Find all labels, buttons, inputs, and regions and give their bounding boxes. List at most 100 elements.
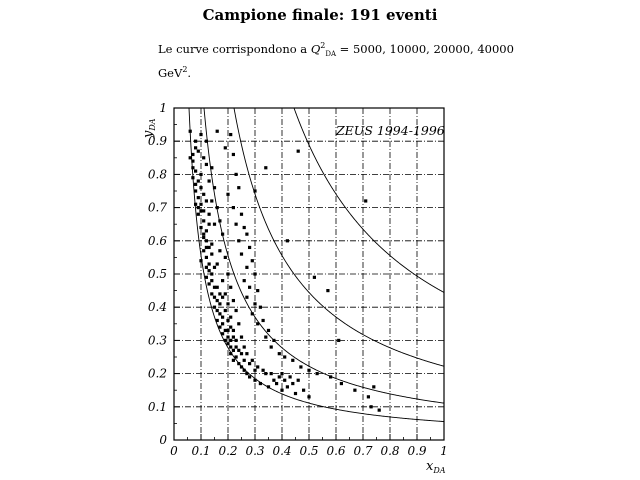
data-point xyxy=(199,172,203,176)
data-point xyxy=(248,362,252,366)
data-point xyxy=(272,338,276,342)
x-tick-label: 0 xyxy=(170,444,178,458)
x-tick-label: 0.9 xyxy=(407,444,426,458)
data-point xyxy=(202,249,206,253)
caption-unit-end: . xyxy=(187,65,192,80)
data-point xyxy=(285,239,289,243)
x-tick-label: 0.2 xyxy=(218,444,237,458)
data-point xyxy=(221,322,225,326)
data-point xyxy=(196,206,200,210)
data-point xyxy=(199,202,203,206)
data-point xyxy=(299,365,303,369)
data-point xyxy=(226,328,230,333)
zeus-annotation: ZEUS 1994-1996 xyxy=(335,123,445,138)
data-point xyxy=(231,152,235,157)
data-point xyxy=(215,206,219,210)
data-point xyxy=(188,156,192,160)
chart-caption: Le curve corrispondono a Q2DA = 5000, 10… xyxy=(158,38,518,81)
x-tick-label: 1 xyxy=(440,444,448,458)
x-tick-label: 0.3 xyxy=(245,444,264,458)
data-point xyxy=(253,272,257,276)
data-point xyxy=(215,285,219,289)
data-point xyxy=(210,166,214,170)
data-point xyxy=(234,222,238,226)
data-point xyxy=(204,265,208,269)
data-point xyxy=(223,255,227,259)
data-point xyxy=(199,259,203,263)
data-point xyxy=(353,388,357,392)
data-point xyxy=(204,275,208,279)
data-point xyxy=(210,252,214,256)
x-tick-label: 0.1 xyxy=(191,444,210,458)
data-point xyxy=(237,322,241,326)
data-point xyxy=(288,375,292,379)
y-tick-label: 0.4 xyxy=(148,300,167,314)
data-point xyxy=(191,176,195,180)
data-point xyxy=(231,358,235,362)
data-point xyxy=(218,292,222,296)
data-point xyxy=(269,345,273,349)
caption-q-sub: DA xyxy=(325,50,337,59)
data-point xyxy=(234,338,238,342)
y-tick-label: 0 xyxy=(159,433,167,447)
data-point xyxy=(212,285,217,289)
data-point xyxy=(204,199,208,203)
y-tick-label: 0.7 xyxy=(148,201,167,215)
data-point xyxy=(229,352,233,356)
data-point xyxy=(337,338,341,342)
axis-ticks xyxy=(173,107,445,441)
data-point xyxy=(229,315,233,319)
y-tick-label: 1 xyxy=(159,101,167,115)
data-point xyxy=(204,139,208,143)
data-point xyxy=(339,381,343,386)
data-point xyxy=(202,219,206,223)
data-point xyxy=(266,328,271,333)
x-axis-label-sub: DA xyxy=(432,466,445,475)
data-point xyxy=(315,372,319,376)
data-point xyxy=(231,348,235,352)
data-point xyxy=(212,222,217,226)
data-point xyxy=(248,285,252,289)
data-point xyxy=(221,295,225,299)
grid xyxy=(174,108,444,440)
data-point xyxy=(242,368,246,372)
caption-text: Le curve corrispondono a xyxy=(158,41,311,56)
x-tick-label: 0.7 xyxy=(353,444,372,458)
data-point xyxy=(269,372,273,376)
y-tick-label: 0.3 xyxy=(148,333,167,347)
caption-q-symbol: Q xyxy=(310,41,321,56)
x-axis-label-main: x xyxy=(426,459,434,474)
data-point xyxy=(280,388,284,392)
data-point xyxy=(366,395,370,399)
data-point xyxy=(210,199,214,203)
data-point xyxy=(223,146,227,150)
data-point xyxy=(256,289,260,293)
data-point xyxy=(196,212,200,216)
data-point xyxy=(264,166,268,170)
y-axis-label: yDA xyxy=(141,118,157,139)
data-point xyxy=(234,172,238,176)
data-point xyxy=(194,202,198,206)
data-point xyxy=(202,235,206,240)
data-point xyxy=(207,262,211,266)
data-point xyxy=(223,292,227,296)
data-point xyxy=(204,255,208,259)
data-point xyxy=(253,302,257,306)
data-point xyxy=(204,229,208,233)
data-point xyxy=(250,358,254,362)
data-point xyxy=(264,335,268,339)
data-point xyxy=(275,381,279,386)
data-point xyxy=(242,358,246,362)
data-point xyxy=(218,249,222,253)
data-point xyxy=(237,348,241,352)
data-point xyxy=(226,272,230,276)
data-point xyxy=(191,159,195,163)
data-point xyxy=(207,269,211,273)
data-point xyxy=(229,325,233,329)
data-point xyxy=(231,206,235,210)
data-point xyxy=(239,335,244,339)
data-point xyxy=(215,298,219,303)
data-point xyxy=(266,385,271,389)
data-point xyxy=(283,355,287,359)
